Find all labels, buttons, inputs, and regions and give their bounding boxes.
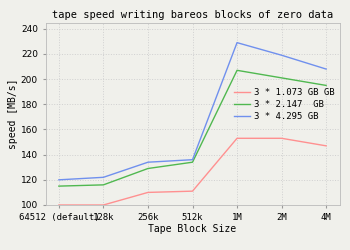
3 * 4.295 GB <box>190 158 195 161</box>
3 * 2.147  GB <box>101 183 105 186</box>
3 * 2.147  GB <box>235 69 239 72</box>
3 * 1.073 GB GB <box>146 191 150 194</box>
3 * 4.295 GB <box>235 41 239 44</box>
3 * 2.147  GB <box>324 84 328 87</box>
3 * 2.147  GB <box>190 161 195 164</box>
3 * 4.295 GB <box>57 178 61 181</box>
Legend: 3 * 1.073 GB GB, 3 * 2.147  GB, 3 * 4.295 GB: 3 * 1.073 GB GB, 3 * 2.147 GB, 3 * 4.295… <box>233 88 335 121</box>
Line: 3 * 1.073 GB GB: 3 * 1.073 GB GB <box>59 138 326 205</box>
3 * 2.147  GB <box>146 167 150 170</box>
Line: 3 * 4.295 GB: 3 * 4.295 GB <box>59 43 326 180</box>
3 * 4.295 GB <box>324 68 328 70</box>
Title: tape speed writing bareos blocks of zero data: tape speed writing bareos blocks of zero… <box>52 10 333 20</box>
3 * 2.147  GB <box>280 76 284 80</box>
Y-axis label: speed [MB/s]: speed [MB/s] <box>8 78 18 149</box>
3 * 4.295 GB <box>146 161 150 164</box>
3 * 1.073 GB GB <box>280 137 284 140</box>
Line: 3 * 2.147  GB: 3 * 2.147 GB <box>59 70 326 186</box>
3 * 4.295 GB <box>101 176 105 179</box>
X-axis label: Tape Block Size: Tape Block Size <box>148 224 237 234</box>
3 * 4.295 GB <box>280 54 284 57</box>
3 * 1.073 GB GB <box>190 190 195 193</box>
3 * 1.073 GB GB <box>235 137 239 140</box>
3 * 2.147  GB <box>57 184 61 188</box>
3 * 1.073 GB GB <box>57 204 61 206</box>
3 * 1.073 GB GB <box>324 144 328 147</box>
3 * 1.073 GB GB <box>101 204 105 206</box>
